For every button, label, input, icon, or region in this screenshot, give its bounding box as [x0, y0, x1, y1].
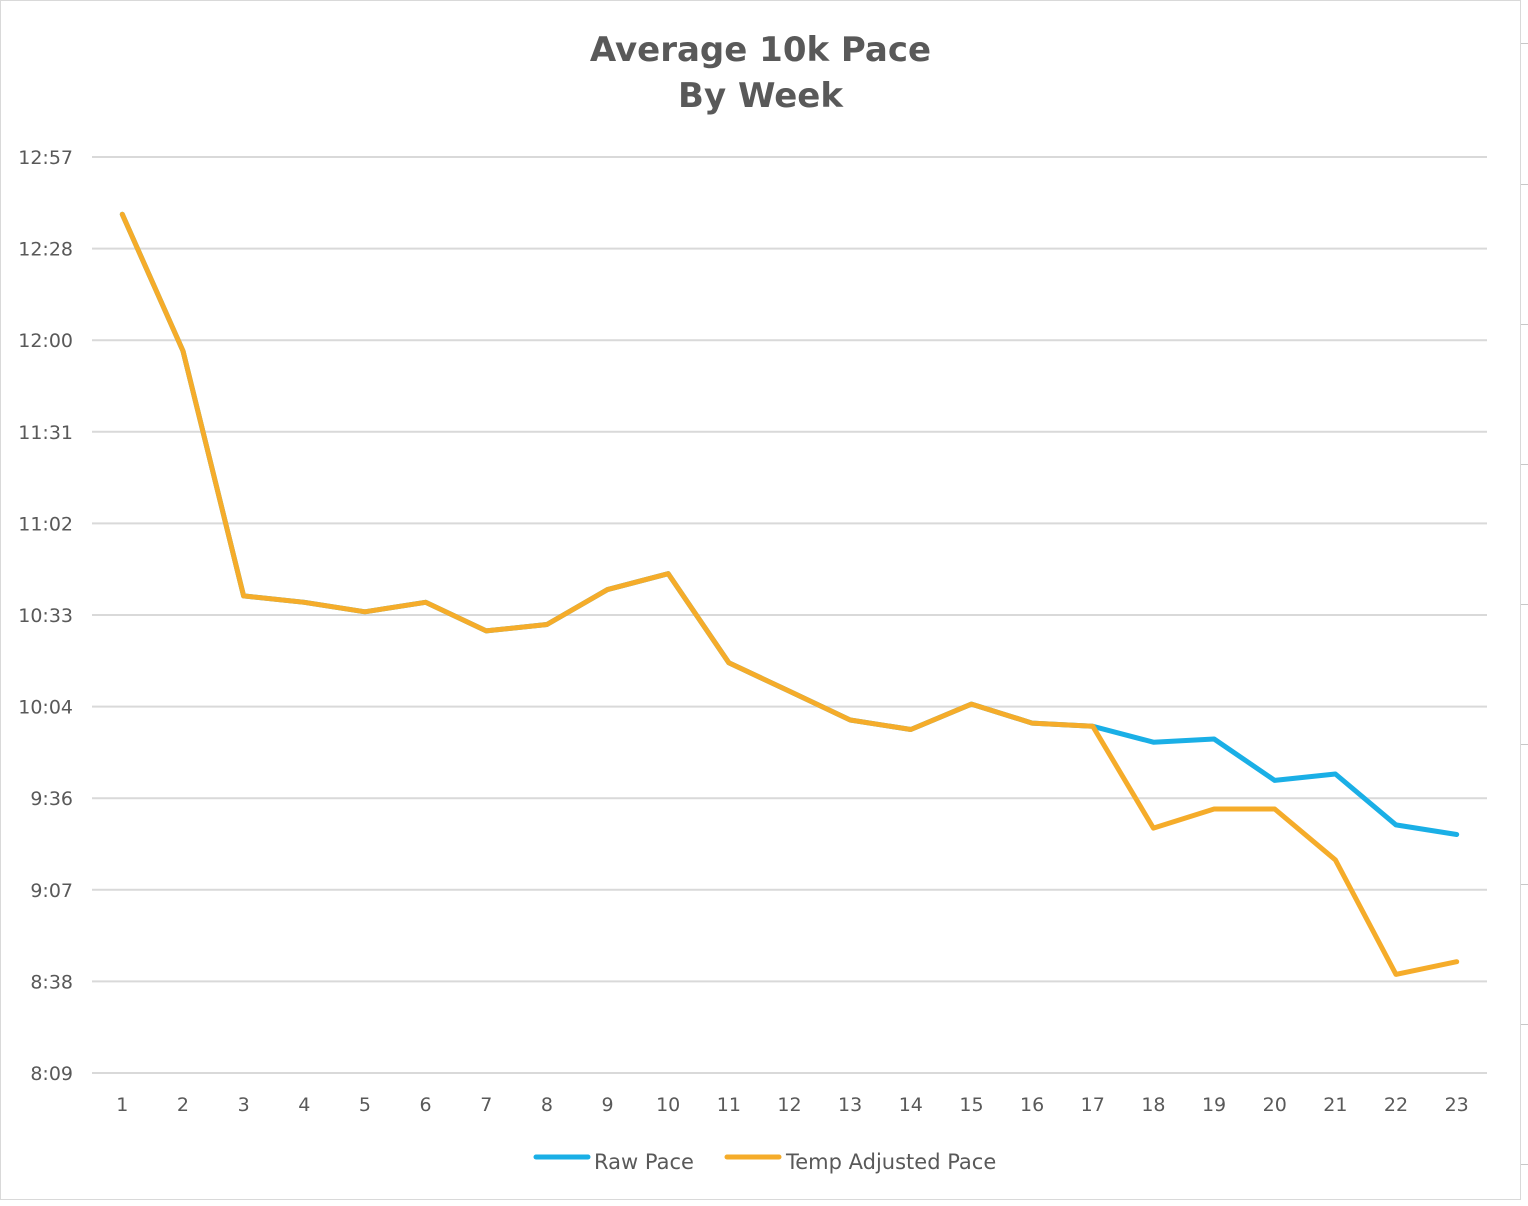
y-tick-label: 12:57: [18, 147, 73, 169]
x-tick-label: 2: [177, 1094, 189, 1116]
x-tick-label: 1: [116, 1094, 128, 1116]
x-tick-label: 9: [601, 1094, 613, 1116]
y-tick-label: 9:07: [30, 880, 73, 902]
y-tick-label: 12:28: [18, 239, 73, 261]
x-tick-label: 5: [359, 1094, 371, 1116]
y-tick-label: 12:00: [18, 330, 73, 352]
x-axis-ticks: 1 2 3 4 5 6 7 8 9 10 11 12 13 14 15 16 17 18 19 20 21 22 23: [116, 1094, 1468, 1116]
edge-tick: [1521, 604, 1528, 605]
x-tick-label: 14: [899, 1094, 923, 1116]
edge-tick: [1521, 744, 1528, 745]
x-tick-label: 15: [959, 1094, 983, 1116]
x-tick-label: 10: [656, 1094, 680, 1116]
x-tick-label: 22: [1384, 1094, 1408, 1116]
x-tick-label: 20: [1263, 1094, 1287, 1116]
y-tick-label: 8:38: [30, 971, 73, 993]
x-tick-label: 23: [1445, 1094, 1469, 1116]
gridlines: [92, 156, 1487, 1074]
x-tick-label: 7: [480, 1094, 492, 1116]
y-tick-label: 11:02: [18, 513, 73, 535]
chart-title-line2: By Week: [678, 76, 843, 116]
x-tick-label: 16: [1020, 1094, 1044, 1116]
edge-tick: [1521, 884, 1528, 885]
y-tick-label: 11:31: [18, 422, 73, 444]
y-axis-ticks: 12:57 12:28 12:00 11:31 11:02 10:33 10:04 9:36 9…: [18, 147, 73, 1085]
edge-tick: [1521, 1164, 1528, 1165]
x-tick-label: 8: [541, 1094, 553, 1116]
edge-tick: [1521, 324, 1528, 325]
legend-label: Temp Adjusted Pace: [785, 1150, 996, 1174]
legend: Raw Pace Temp Adjusted Pace: [533, 1150, 996, 1174]
x-tick-label: 21: [1323, 1094, 1347, 1116]
x-tick-label: 3: [238, 1094, 250, 1116]
x-tick-label: 4: [298, 1094, 310, 1116]
x-tick-label: 11: [717, 1094, 741, 1116]
x-tick-label: 19: [1202, 1094, 1226, 1116]
y-tick-label: 9:36: [30, 788, 73, 810]
edge-tick: [1521, 1024, 1528, 1025]
legend-label: Raw Pace: [594, 1150, 694, 1174]
x-tick-label: 13: [838, 1094, 862, 1116]
edge-tick: [1521, 43, 1528, 44]
x-tick-label: 17: [1081, 1094, 1105, 1116]
x-tick-label: 18: [1141, 1094, 1165, 1116]
edge-tick: [1521, 464, 1528, 465]
x-tick-label: 6: [420, 1094, 432, 1116]
x-tick-label: 12: [777, 1094, 801, 1116]
series-line-temp-adjusted-pace: [119, 211, 1460, 977]
series-lines: [119, 211, 1460, 977]
y-tick-label: 8:09: [30, 1063, 73, 1085]
edge-tick: [1521, 184, 1528, 185]
chart-title-line1: Average 10k Pace: [589, 30, 932, 70]
y-tick-label: 10:04: [18, 697, 73, 719]
y-tick-label: 10:33: [18, 605, 73, 627]
